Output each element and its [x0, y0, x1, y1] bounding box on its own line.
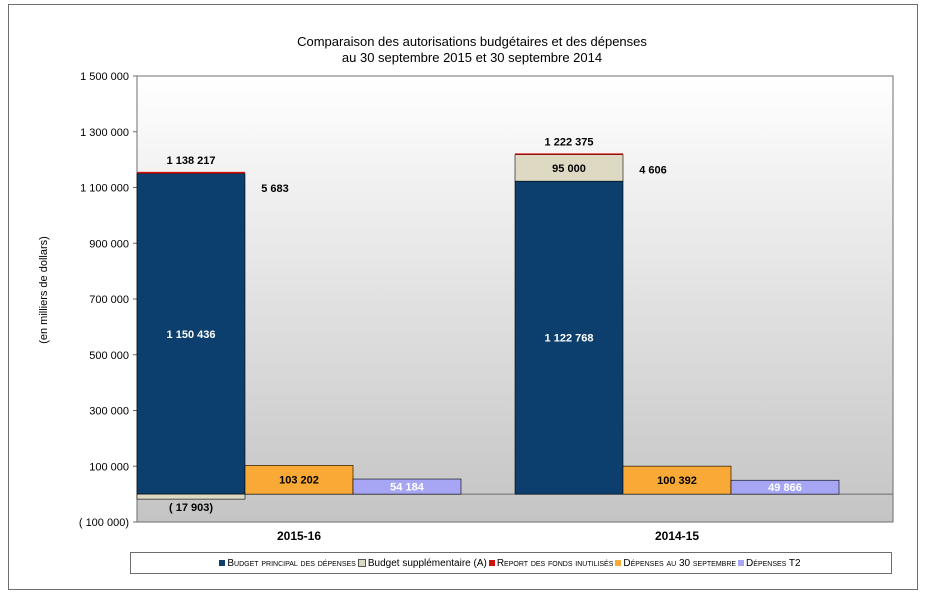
y-tick-label: 700 000 — [89, 294, 129, 306]
legend-item: Budget supplémentaire (A) — [357, 557, 487, 569]
chart-legend: Budget principal des dépenses Budget supp… — [130, 552, 892, 574]
data-label-budget-principal: 1 150 436 — [167, 329, 216, 341]
legend-label: Budget principal des dépenses — [227, 557, 356, 569]
chart-title-line1: Comparaison des autorisations budgétaire… — [297, 34, 647, 49]
bar-depenses-t2 — [352, 478, 462, 495]
legend-item: Report des fonds inutilisés — [488, 557, 614, 569]
x-category-label: 2014-15 — [655, 529, 699, 543]
chart-title-line2: au 30 septembre 2015 et 30 septembre 201… — [342, 50, 602, 65]
bar-report-fonds — [515, 153, 623, 155]
data-label-budget-principal: 1 122 768 — [545, 333, 594, 345]
legend-swatch — [488, 560, 495, 566]
legend-item: Dépenses T2 — [738, 558, 801, 569]
bar-budget-supplementaire — [514, 154, 624, 182]
legend-label: Dépenses T2 — [746, 557, 801, 569]
data-label-depenses-30-septembre: 100 392 — [657, 475, 697, 487]
legend-label: Dépenses au 30 septembre — [623, 557, 737, 569]
y-tick-label: 1 100 000 — [80, 183, 129, 195]
data-label-depenses-30-septembre: 103 202 — [279, 475, 319, 487]
legend-label: Budget supplémentaire (A) — [367, 557, 487, 569]
y-tick-label: ( 100 000) — [79, 517, 129, 529]
bar-depenses-30-septembre — [244, 465, 354, 495]
legend-swatch — [615, 560, 622, 566]
bar-report-fonds — [137, 171, 245, 174]
data-label-report-fonds: 4 606 — [639, 164, 667, 176]
data-label-budget-supplementaire: 95 000 — [552, 163, 586, 175]
x-category-label: 2015-16 — [277, 529, 321, 543]
y-tick-label: 500 000 — [89, 350, 129, 362]
y-axis-label: (en milliers de dollars) — [38, 236, 50, 344]
bar-depenses-t2 — [730, 479, 840, 495]
legend-item: Budget principal des dépenses — [219, 557, 356, 569]
data-label-total: 1 138 217 — [167, 155, 216, 167]
bar-budget-supplementaire — [136, 493, 246, 500]
data-label-depenses-t2: 54 184 — [390, 482, 425, 494]
bar-depenses-30-septembre — [622, 465, 732, 495]
data-label-depenses-t2: 49 866 — [768, 482, 802, 494]
legend-swatch — [357, 559, 366, 567]
data-label-total: 1 222 375 — [545, 136, 594, 148]
legend-label: Report des fonds inutilisés — [496, 557, 614, 569]
y-tick-label: 100 000 — [89, 461, 129, 473]
y-tick-label: 300 000 — [89, 406, 129, 418]
y-tick-label: 1 300 000 — [80, 127, 129, 139]
bar-budget-principal — [514, 180, 624, 495]
legend-item: Dépenses au 30 septembre — [615, 558, 736, 569]
data-label-budget-supplementaire: ( 17 903) — [169, 502, 213, 514]
data-label-report-fonds: 5 683 — [261, 183, 289, 195]
y-tick-label: 900 000 — [89, 238, 129, 250]
legend-swatch — [738, 560, 745, 566]
legend-swatch — [219, 560, 226, 566]
y-tick-label: 1 500 000 — [80, 71, 129, 83]
